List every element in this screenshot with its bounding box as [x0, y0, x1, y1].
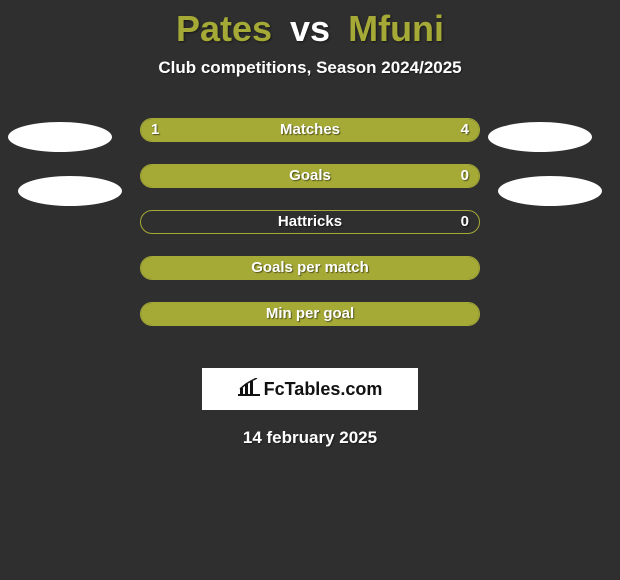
logo-text: FcTables.com — [264, 379, 383, 400]
subtitle: Club competitions, Season 2024/2025 — [0, 58, 620, 78]
avatar-ellipse — [498, 176, 602, 206]
stat-bar: Matches1 4 — [140, 118, 480, 142]
stat-value-left: 1 — [151, 119, 159, 141]
bar-chart-icon — [238, 378, 260, 401]
stat-value-right: 0 — [461, 165, 469, 187]
stat-bar: Goals0 — [140, 164, 480, 188]
stat-row: Goals per match — [0, 256, 620, 302]
stat-row: Hattricks0 — [0, 210, 620, 256]
stat-value-right: 4 — [461, 119, 469, 141]
stat-row: Min per goal — [0, 302, 620, 348]
avatar-ellipse — [18, 176, 122, 206]
stat-bar: Hattricks0 — [140, 210, 480, 234]
stat-label: Matches — [141, 119, 479, 141]
stats-container: Matches14Goals0Hattricks0Goals per match… — [0, 118, 620, 348]
date-label: 14 february 2025 — [0, 428, 620, 448]
stat-label: Hattricks — [141, 211, 479, 233]
source-logo: FcTables.com — [202, 368, 418, 410]
stat-value-right: 0 — [461, 211, 469, 233]
avatar-ellipse — [8, 122, 112, 152]
player1-name: Pates — [176, 8, 272, 49]
stat-label: Goals per match — [141, 257, 479, 279]
stat-label: Goals — [141, 165, 479, 187]
stat-bar: Goals per match — [140, 256, 480, 280]
avatar-ellipse — [488, 122, 592, 152]
comparison-title: Pates vs Mfuni — [0, 0, 620, 50]
player2-name: Mfuni — [348, 8, 444, 49]
vs-label: vs — [290, 8, 330, 49]
stat-bar: Min per goal — [140, 302, 480, 326]
stat-label: Min per goal — [141, 303, 479, 325]
